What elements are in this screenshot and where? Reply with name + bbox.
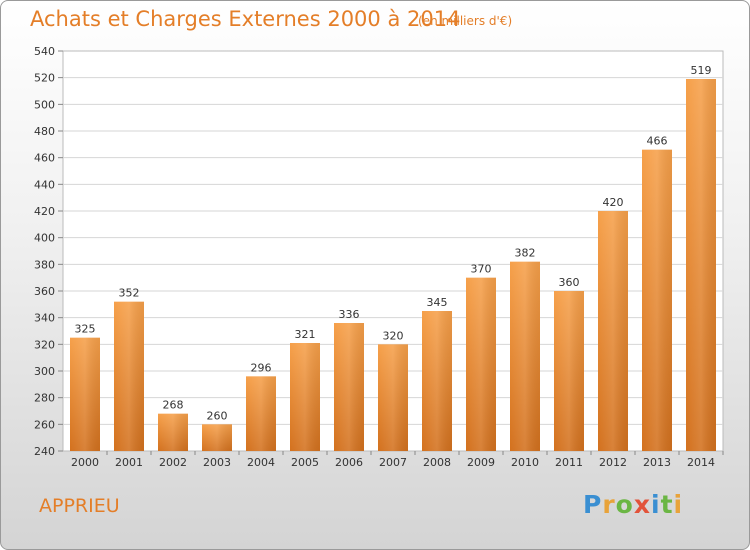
x-tick-label-2001: 2001	[115, 456, 143, 469]
bar-shade-2008	[422, 311, 452, 451]
data-labels: 325 352 268 260 296 321 336 320 345 370 382 360 420 4…	[75, 64, 712, 422]
logo-letter: P	[583, 490, 603, 519]
bar-shade-2012	[598, 211, 628, 451]
proxiti-logo: Proxiti	[583, 490, 683, 519]
data-label-2012: 420	[603, 196, 624, 209]
x-tick-label-2010: 2010	[511, 456, 539, 469]
y-tick-label: 480	[34, 125, 55, 138]
y-tick-label: 280	[34, 392, 55, 405]
x-axis-ticks: 2000 2001 2002 2003 2004 2005 2006 2007 2008 2009…	[71, 451, 724, 469]
data-label-2005: 321	[295, 328, 316, 341]
y-tick-label: 240	[34, 445, 55, 458]
x-tick-label-2011: 2011	[555, 456, 583, 469]
y-tick-label: 500	[34, 98, 55, 111]
data-label-2004: 296	[251, 361, 272, 374]
y-tick-label: 520	[34, 72, 55, 85]
x-tick-label-2002: 2002	[159, 456, 187, 469]
bar-shade-2013	[642, 149, 672, 451]
logo-letter: x	[633, 490, 651, 519]
bar-shade-2014	[686, 79, 716, 451]
commune-name: APPRIEU	[39, 495, 120, 517]
x-tick-label-2003: 2003	[203, 456, 231, 469]
y-tick-label: 360	[34, 285, 55, 298]
logo-letter: i	[651, 490, 661, 519]
chart-title: Achats et Charges Externes 2000 à 2014	[30, 7, 461, 31]
bar-shade-2010	[510, 261, 540, 451]
y-tick-label: 460	[34, 152, 55, 165]
bar-shade-2005	[290, 343, 320, 451]
logo-letter: i	[673, 490, 684, 519]
x-tick-label-2006: 2006	[335, 456, 363, 469]
bar-shade-2003	[202, 424, 232, 451]
x-tick-label-2007: 2007	[379, 456, 407, 469]
data-label-2014: 519	[691, 64, 712, 77]
y-tick-label: 400	[34, 232, 55, 245]
bar-shade-2001	[114, 301, 144, 451]
data-label-2001: 352	[119, 287, 140, 300]
x-tick-label-2009: 2009	[467, 456, 495, 469]
x-tick-label-2014: 2014	[687, 456, 715, 469]
y-tick-label: 380	[34, 258, 55, 271]
data-label-2003: 260	[207, 409, 228, 422]
x-tick-label-2004: 2004	[247, 456, 275, 469]
y-tick-label: 260	[34, 418, 55, 431]
data-label-2010: 382	[515, 247, 536, 260]
data-label-2011: 360	[559, 276, 580, 289]
bar-shade-2002	[158, 413, 188, 451]
y-tick-label: 540	[34, 45, 55, 58]
data-label-2002: 268	[163, 399, 184, 412]
bar-shade-2004	[246, 376, 276, 451]
data-label-2006: 336	[339, 308, 360, 321]
data-label-2013: 466	[647, 135, 668, 148]
data-label-2000: 325	[75, 323, 96, 336]
bar-shade-2011	[554, 291, 584, 451]
bar-shade-2000	[70, 337, 100, 451]
y-tick-label: 440	[34, 178, 55, 191]
bar-shade-2007	[378, 344, 408, 451]
bars	[70, 79, 716, 451]
data-label-2008: 345	[427, 296, 448, 309]
x-tick-label-2008: 2008	[423, 456, 451, 469]
logo-letter: o	[615, 490, 634, 519]
x-tick-label-2000: 2000	[71, 456, 99, 469]
x-tick-label-2012: 2012	[599, 456, 627, 469]
y-tick-label: 340	[34, 312, 55, 325]
bar-shade-2006	[334, 323, 364, 451]
logo-letter: r	[602, 490, 616, 519]
data-label-2007: 320	[383, 329, 404, 342]
x-tick-label-2013: 2013	[643, 456, 671, 469]
unit-note: (en milliers d'€)	[418, 14, 513, 28]
y-tick-label: 420	[34, 205, 55, 218]
y-tick-label: 300	[34, 365, 55, 378]
logo-letter: t	[660, 490, 674, 519]
data-label-2009: 370	[471, 263, 492, 276]
x-tick-label-2005: 2005	[291, 456, 319, 469]
y-tick-label: 320	[34, 338, 55, 351]
bar-shade-2009	[466, 277, 496, 451]
y-axis-ticks: 240 260 280 300 320 340 360 380 400 420 440 460 480 5…	[34, 45, 63, 458]
